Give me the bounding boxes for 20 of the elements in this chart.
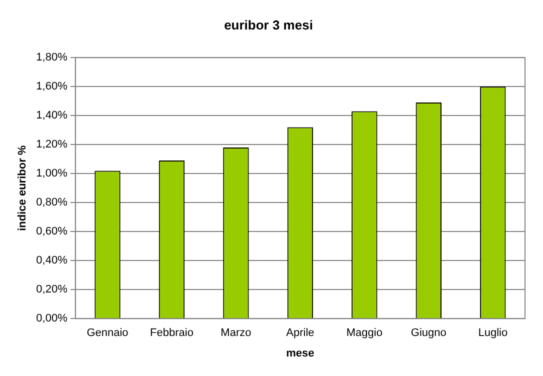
y-tick-label: 1,00% (36, 168, 68, 180)
y-tick-label: 0,80% (36, 196, 68, 209)
y-tick-label: 1,40% (36, 110, 68, 122)
x-axis-title: mese (286, 347, 314, 360)
y-tick-label: 0,60% (36, 226, 68, 238)
y-tick-label: 0,20% (36, 284, 68, 296)
y-tick-label: 1,60% (36, 80, 68, 93)
x-tick-label: Luglio (478, 327, 508, 340)
y-tick-label: 0,00% (36, 312, 68, 325)
x-tick-label: Giugno (410, 327, 446, 340)
y-tick-label: 1,20% (36, 138, 68, 151)
x-tick-label: Maggio (346, 327, 382, 340)
x-tick-label: Febbraio (150, 327, 194, 340)
y-tick-label: 1,80% (36, 52, 68, 64)
chart-title: euribor 3 mesi (224, 17, 313, 32)
x-tick-label: Marzo (220, 327, 252, 340)
x-tick-label: Aprile (286, 327, 314, 340)
y-axis-title: indice euribor % (16, 145, 29, 231)
y-tick-label: 0,40% (36, 254, 68, 267)
x-tick-label: Gennaio (86, 327, 128, 340)
